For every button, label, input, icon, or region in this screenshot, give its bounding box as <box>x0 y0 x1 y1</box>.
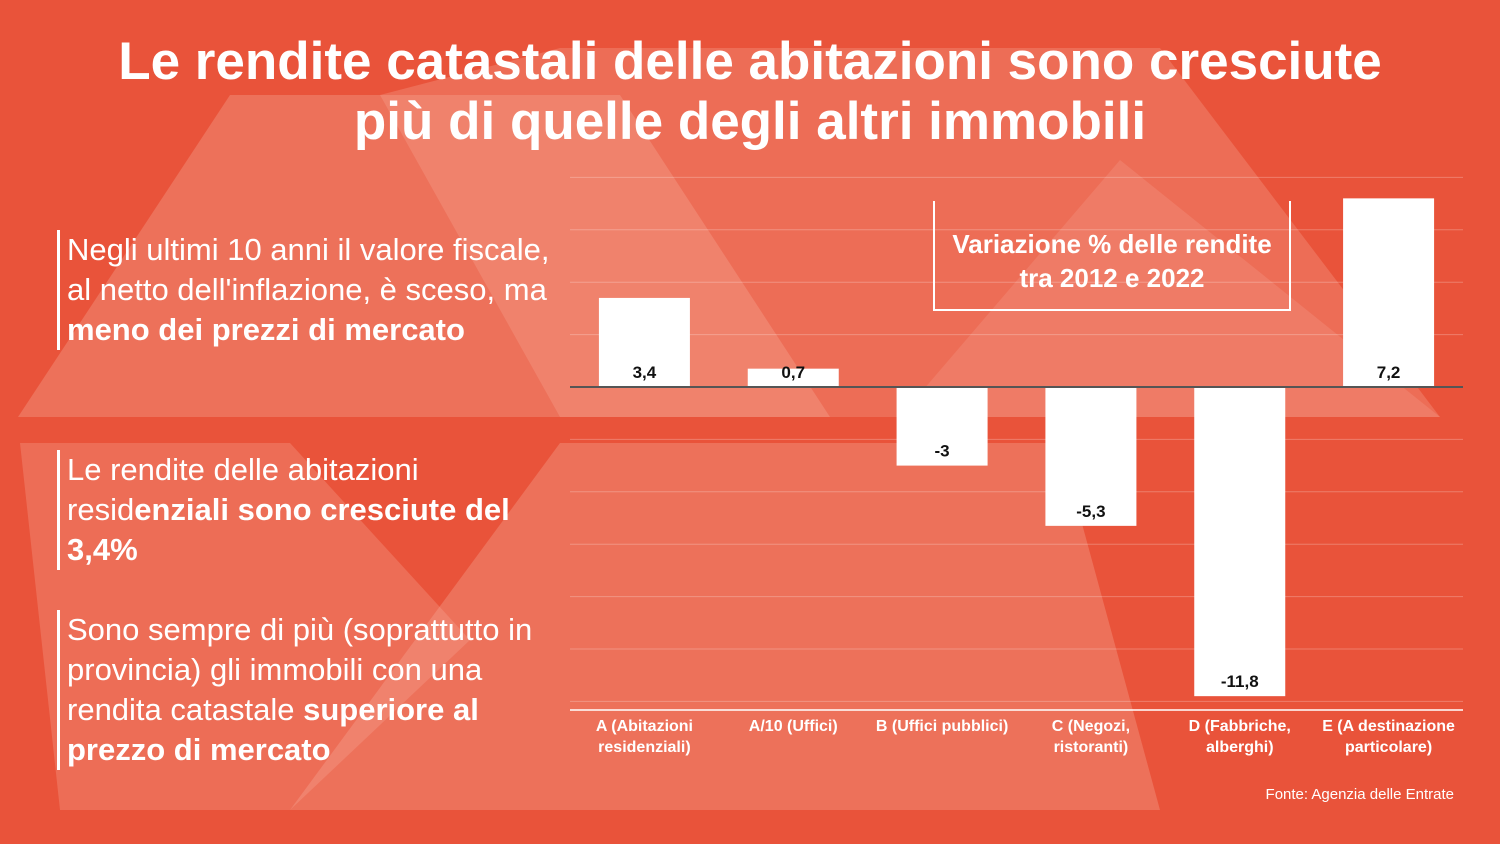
category-label: particolare) <box>1345 739 1432 756</box>
bar <box>1194 387 1286 697</box>
note-2-text: Le rendite delle abitazioni resid <box>67 452 419 527</box>
title-line-2: più di quelle degli altri immobili <box>353 92 1147 151</box>
bar <box>1343 198 1435 387</box>
bar <box>747 368 839 387</box>
note-3-text: Sono sempre di più (soprattutto in provi… <box>67 612 533 727</box>
source-note: Fonte: Agenzia delle Entrate <box>1265 786 1454 803</box>
category-label: alberghi) <box>1206 739 1274 756</box>
note-1-text: Negli ultimi 10 anni il valore fiscale, … <box>67 232 550 307</box>
category-label: A/10 (Uffici) <box>749 718 838 735</box>
title-line-1: Le rendite catastali delle abitazioni so… <box>118 32 1382 91</box>
data-label: -3 <box>935 442 950 461</box>
bar <box>598 297 690 387</box>
data-label: 7,2 <box>1377 363 1401 382</box>
note-market-price: Sono sempre di più (soprattutto in provi… <box>57 610 567 770</box>
note-inflation: Negli ultimi 10 anni il valore fiscale, … <box>57 230 577 350</box>
page-title: Le rendite catastali delle abitazioni so… <box>0 32 1500 152</box>
data-label: -5,3 <box>1076 502 1105 521</box>
data-label: 0,7 <box>781 363 805 382</box>
chart-title-box: Variazione % delle rendite tra 2012 e 20… <box>933 201 1291 311</box>
category-label: A (Abitazioni <box>596 718 693 735</box>
category-label: D (Fabbriche, <box>1189 718 1291 735</box>
category-label: residenziali) <box>598 739 690 756</box>
note-2-bold: enziali sono cresciute del 3,4% <box>67 492 510 567</box>
bar <box>1045 387 1137 526</box>
category-label: B (Uffici pubblici) <box>876 718 1008 735</box>
chart-title-line-2: tra 2012 e 2022 <box>1019 263 1205 293</box>
category-label: E (A destinazione <box>1322 718 1455 735</box>
chart-title-line-1: Variazione % delle rendite <box>952 229 1272 259</box>
note-3-bold: superiore al prezzo di mercato <box>67 692 479 767</box>
bar <box>896 387 988 466</box>
category-label: ristoranti) <box>1054 739 1129 756</box>
category-label: C (Negozi, <box>1052 718 1130 735</box>
note-residential-growth: Le rendite delle abitazioni residenziali… <box>57 450 547 570</box>
note-1-bold: meno dei prezzi di mercato <box>67 312 465 347</box>
data-label: -11,8 <box>1221 672 1259 691</box>
data-label: 3,4 <box>633 363 657 382</box>
